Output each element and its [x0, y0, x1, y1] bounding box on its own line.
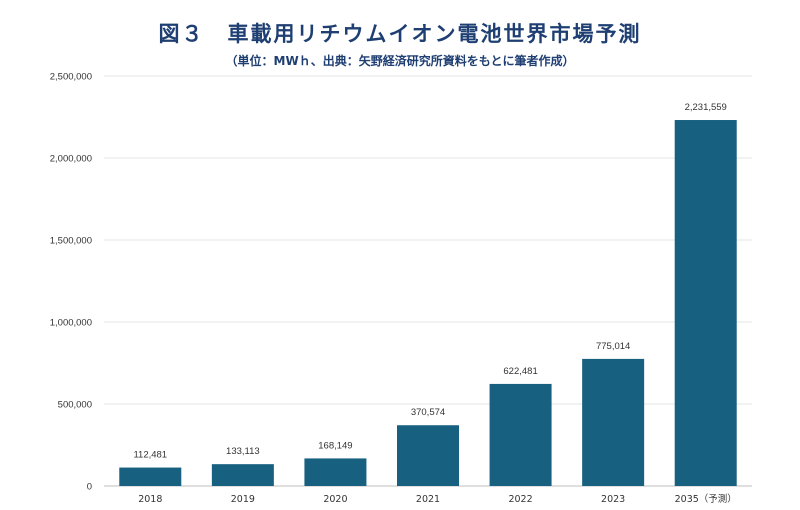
- bar-6: [674, 120, 737, 486]
- data-labels: 112,481 133,113 168,149 370,574 622,481 775,0…: [133, 102, 726, 461]
- bar-2: [304, 458, 367, 486]
- data-label-4: 622,481: [503, 366, 537, 377]
- y-tick-label: 2,500,000: [50, 72, 92, 83]
- y-tick-label: 2,000,000: [50, 154, 92, 165]
- x-tick-label-5: 2023: [601, 494, 625, 505]
- bar-3: [397, 425, 459, 486]
- y-axis-ticks: 0 500,000 1,000,000 1,500,000 2,000,000 2,500…: [50, 72, 92, 493]
- chart-subtitle: （単位：MWｈ、出典：矢野経済研究所資料をもとに筆者作成）: [225, 54, 575, 68]
- y-tick-label: 1,500,000: [50, 236, 92, 247]
- gridlines: [104, 75, 752, 487]
- bar-5: [582, 358, 645, 486]
- chart-title: 図３ 車載用リチウムイオン電池世界市場予測: [158, 22, 642, 46]
- bar-0: [119, 467, 182, 486]
- data-label-3: 370,574: [411, 407, 445, 418]
- y-tick-label: 0: [87, 482, 92, 493]
- x-tick-label-6: 2035（予測）: [675, 493, 737, 505]
- x-tick-label-3: 2021: [416, 494, 440, 505]
- bar-4: [489, 383, 552, 486]
- x-tick-label-4: 2022: [508, 494, 532, 505]
- data-label-6: 2,231,559: [685, 102, 727, 113]
- bar-1: [211, 464, 274, 486]
- data-label-1: 133,113: [226, 446, 260, 457]
- x-axis-ticks: 2018 2019 2020 2021 2022 2023 2035（予測）: [138, 493, 737, 505]
- y-tick-label: 500,000: [58, 400, 92, 411]
- x-tick-label-2: 2020: [323, 494, 347, 505]
- data-label-0: 112,481: [133, 450, 167, 461]
- bars: [119, 120, 737, 486]
- x-tick-label-0: 2018: [138, 494, 162, 505]
- data-label-2: 168,149: [318, 440, 352, 451]
- y-tick-label: 1,000,000: [50, 318, 92, 329]
- x-tick-label-1: 2019: [231, 494, 255, 505]
- data-label-5: 775,014: [596, 341, 630, 352]
